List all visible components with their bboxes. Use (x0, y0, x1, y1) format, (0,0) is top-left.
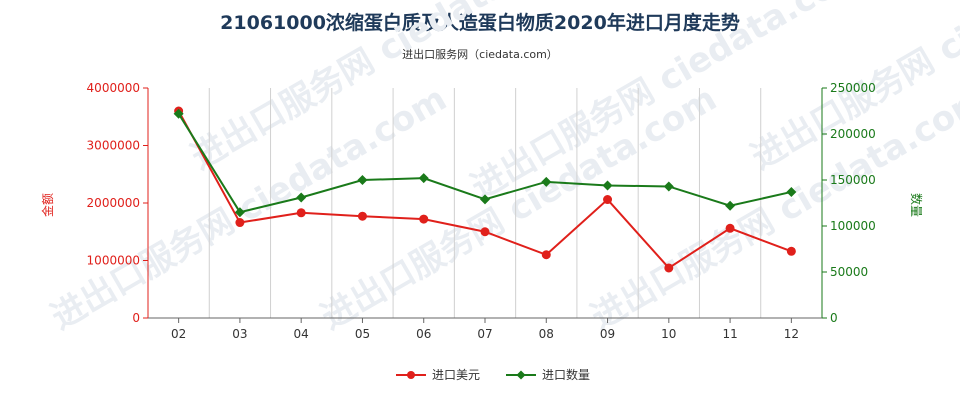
right-tick-label: 50000 (830, 265, 868, 279)
chart-subtitle: 进出口服务网（ciedata.com） (402, 48, 558, 61)
series-2-point (418, 173, 429, 184)
x-tick-label: 11 (722, 327, 737, 341)
legend: 进口美元 进口数量 (396, 367, 590, 382)
series-1-point (541, 250, 551, 260)
series-1-point (235, 218, 245, 228)
x-tick-label: 09 (600, 327, 615, 341)
right-tick-label: 100000 (830, 219, 876, 233)
right-tick-label: 250000 (830, 81, 876, 95)
series-2-point (234, 207, 245, 218)
legend-label-1: 进口美元 (432, 368, 480, 382)
series-2-point (786, 186, 797, 197)
left-tick-label: 4000000 (87, 81, 140, 95)
legend-marker-1 (407, 371, 415, 379)
series-layer (173, 106, 797, 273)
legend-marker-2 (516, 370, 526, 380)
series-2-point (296, 192, 307, 203)
right-tick-label: 150000 (830, 173, 876, 187)
grid-lines (208, 88, 823, 318)
series-2-point (173, 108, 184, 119)
axes: 01000000200000030000004000000金额050000100… (40, 81, 924, 341)
right-tick-label: 0 (830, 311, 838, 325)
series-2-point (602, 180, 613, 191)
series-1-point (725, 223, 735, 233)
left-tick-label: 0 (132, 311, 140, 325)
legend-label-2: 进口数量 (542, 367, 590, 382)
series-1-point (357, 211, 367, 221)
series-1-point (664, 263, 674, 273)
x-tick-label: 08 (539, 327, 554, 341)
x-tick-label: 03 (232, 327, 247, 341)
left-tick-label: 2000000 (87, 196, 140, 210)
x-tick-label: 04 (294, 327, 309, 341)
x-tick-label: 10 (661, 327, 676, 341)
left-tick-label: 1000000 (87, 254, 140, 268)
series-2-point (663, 181, 674, 192)
left-tick-label: 3000000 (87, 139, 140, 153)
series-1-point (296, 208, 306, 218)
x-tick-label: 02 (171, 327, 186, 341)
chart-title: 21061000浓缩蛋白质及人造蛋白物质2020年进口月度走势 (220, 12, 740, 34)
series-2-point (541, 176, 552, 187)
series-1-point (419, 214, 429, 224)
x-tick-label: 06 (416, 327, 431, 341)
series-1-point (786, 246, 796, 256)
series-1-point (603, 195, 613, 205)
x-tick-label: 05 (355, 327, 370, 341)
series-2-point (480, 194, 490, 205)
series-1-point (480, 227, 490, 237)
right-tick-label: 200000 (830, 127, 876, 141)
series-2-point (725, 200, 736, 211)
x-tick-label: 07 (477, 327, 492, 341)
left-axis-label: 金额 (40, 193, 55, 217)
series-2-point (357, 175, 368, 185)
x-tick-label: 12 (784, 327, 799, 341)
right-axis-label: 数量 (909, 193, 924, 217)
